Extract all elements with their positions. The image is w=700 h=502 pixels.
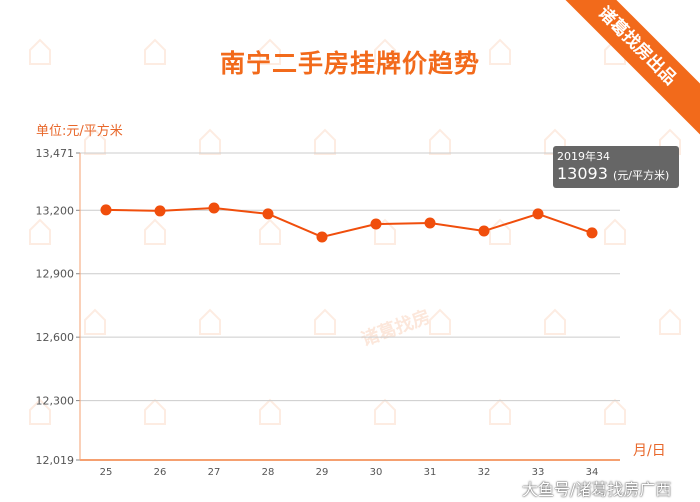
y-tick-label: 12,900 bbox=[36, 268, 75, 281]
watermark-house-icon bbox=[429, 308, 451, 335]
watermark-house-icon bbox=[29, 38, 51, 65]
watermark-house-icon bbox=[144, 38, 166, 65]
watermark-house-icon bbox=[29, 398, 51, 425]
y-tick-label: 12,600 bbox=[36, 331, 75, 344]
source-credit: 大鱼号/诸葛找房广西 bbox=[522, 480, 672, 499]
watermark-house-icon bbox=[489, 38, 511, 65]
data-point bbox=[532, 208, 544, 220]
series-line bbox=[105, 206, 593, 238]
x-tick-label: 25 bbox=[100, 467, 113, 478]
watermark-house-icon bbox=[144, 398, 166, 425]
watermark-house-icon bbox=[84, 128, 106, 155]
y-tick-label: 12,019 bbox=[36, 454, 75, 467]
data-point bbox=[154, 205, 166, 217]
watermark-house-icon bbox=[374, 218, 396, 245]
x-tick-label: 28 bbox=[262, 467, 275, 478]
watermark-house-icon bbox=[199, 128, 221, 155]
watermark-house-icon bbox=[659, 308, 681, 335]
watermark-house-icon bbox=[144, 218, 166, 245]
watermark-house-icon bbox=[429, 128, 451, 155]
x-tick-label: 30 bbox=[370, 467, 383, 478]
data-point bbox=[208, 202, 220, 214]
watermark-house-icon bbox=[604, 218, 626, 245]
tooltip-period: 2019年34 bbox=[557, 150, 610, 163]
watermark-house-icon bbox=[544, 308, 566, 335]
watermark-house-icon bbox=[374, 398, 396, 425]
watermark-house-icon bbox=[314, 128, 336, 155]
watermark-house-icon bbox=[314, 308, 336, 335]
x-tick-label: 27 bbox=[208, 467, 221, 478]
chart-title: 南宁二手房挂牌价趋势 bbox=[219, 49, 480, 78]
watermark-house-icon bbox=[604, 398, 626, 425]
x-tick-label: 32 bbox=[478, 467, 491, 478]
x-tick-label: 29 bbox=[316, 467, 329, 478]
watermark-house-icon bbox=[29, 218, 51, 245]
data-point bbox=[478, 225, 490, 237]
tooltip-unit: (元/平方米) bbox=[613, 169, 670, 182]
tooltip: 2019年34 13093 (元/平方米) bbox=[553, 146, 679, 188]
x-axis-label: 月/日 bbox=[633, 443, 666, 459]
data-point bbox=[370, 218, 382, 230]
watermark-house-icon bbox=[259, 398, 281, 425]
watermark-house-icon bbox=[374, 38, 396, 65]
watermark-house-icon bbox=[259, 38, 281, 65]
x-tick-label: 31 bbox=[424, 467, 437, 478]
data-point bbox=[424, 217, 436, 229]
watermark-house-icon bbox=[489, 218, 511, 245]
data-point bbox=[316, 231, 328, 243]
y-tick-label: 13,471 bbox=[36, 147, 75, 160]
y-tick-label: 12,300 bbox=[36, 395, 75, 408]
y-axis-label: 单位:元/平方米 bbox=[36, 124, 123, 139]
watermark-house-icon bbox=[84, 308, 106, 335]
tooltip-value: 13093 bbox=[557, 164, 608, 183]
data-point bbox=[100, 204, 112, 216]
data-point bbox=[262, 208, 274, 220]
watermark-house-icon bbox=[259, 218, 281, 245]
watermark-house-icon bbox=[489, 398, 511, 425]
y-tick-label: 13,200 bbox=[36, 204, 75, 217]
data-point bbox=[586, 227, 598, 239]
x-tick-label: 34 bbox=[586, 467, 599, 478]
x-tick-label: 33 bbox=[532, 467, 545, 478]
x-tick-label: 26 bbox=[154, 467, 167, 478]
watermark-house-icon bbox=[199, 308, 221, 335]
